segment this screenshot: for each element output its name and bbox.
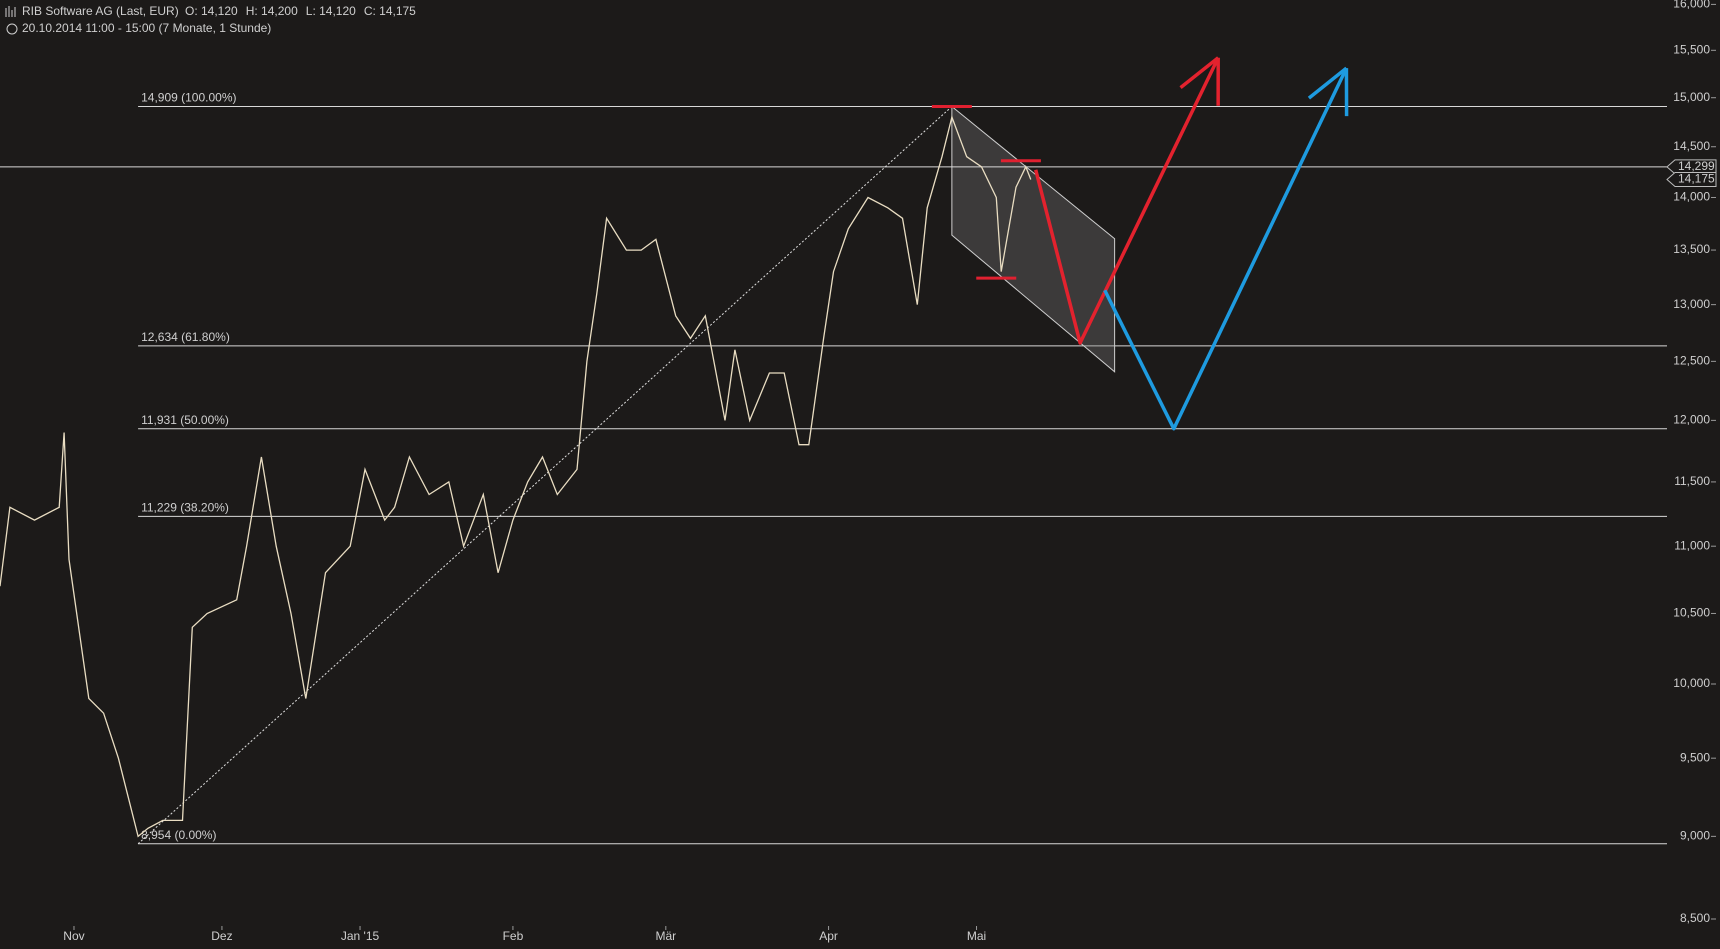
projection bbox=[1034, 57, 1220, 345]
y-tick-label: 10,000 bbox=[1673, 676, 1710, 690]
y-tick-label: 13,000 bbox=[1673, 297, 1710, 311]
y-tick-label: 12,000 bbox=[1673, 413, 1710, 427]
x-tick-label: Apr bbox=[819, 929, 838, 943]
y-tick-label: 8,500 bbox=[1680, 911, 1710, 925]
y-tick-label: 9,500 bbox=[1680, 750, 1710, 764]
fib-label: 11,931 (50.00%) bbox=[141, 413, 229, 427]
arrowhead bbox=[1179, 56, 1220, 106]
y-tick-label: 11,500 bbox=[1674, 474, 1710, 488]
x-tick-label: Nov bbox=[63, 929, 84, 943]
x-tick-label: Mai bbox=[967, 929, 986, 943]
y-tick-label: 12,500 bbox=[1673, 354, 1710, 368]
y-tick-label: 13,500 bbox=[1673, 242, 1710, 256]
price-tag bbox=[1666, 159, 1717, 175]
y-tick-label: 14,500 bbox=[1673, 139, 1710, 153]
y-tick-label: 10,500 bbox=[1673, 606, 1710, 620]
ohlc-value: C: 14,175 bbox=[364, 4, 416, 18]
fib-label: 14,909 (100.00%) bbox=[141, 91, 236, 105]
price-tag-label: 14,299 bbox=[1678, 159, 1715, 173]
trendline bbox=[137, 106, 953, 845]
y-tick-label: 16,000 bbox=[1673, 0, 1710, 11]
y-tick-label: 14,000 bbox=[1673, 190, 1710, 204]
y-tick-label: 15,000 bbox=[1673, 90, 1710, 104]
fib-label: 8,954 (0.00%) bbox=[141, 828, 216, 842]
fib-label: 11,229 (38.20%) bbox=[141, 501, 229, 515]
y-tick-label: 9,000 bbox=[1680, 829, 1710, 843]
y-tick-label: 11,000 bbox=[1674, 538, 1710, 552]
price-series bbox=[0, 114, 1032, 838]
y-tick-label: 15,500 bbox=[1673, 42, 1710, 56]
projection bbox=[1103, 67, 1348, 431]
x-tick-label: Mär bbox=[655, 929, 676, 943]
x-tick-label: Feb bbox=[503, 929, 524, 943]
ohlc-value: L: 14,120 bbox=[306, 4, 356, 18]
x-tick-label: Dez bbox=[211, 929, 232, 943]
ohlc-value: O: 14,120 bbox=[185, 4, 238, 18]
chart-subtitle: 20.10.2014 11:00 - 15:00 (7 Monate, 1 St… bbox=[22, 21, 271, 35]
chart-title: RIB Software AG (Last, EUR) bbox=[22, 4, 179, 18]
x-tick-label: Jan '15 bbox=[341, 929, 380, 943]
chart-icon bbox=[5, 6, 16, 17]
fib-label: 12,634 (61.80%) bbox=[141, 330, 230, 344]
clock-icon bbox=[6, 23, 18, 35]
arrowhead bbox=[1307, 66, 1349, 117]
channel bbox=[951, 105, 1116, 373]
price-tag-label: 14,175 bbox=[1678, 172, 1715, 186]
ohlc-value: H: 14,200 bbox=[246, 4, 298, 18]
price-tag bbox=[1666, 172, 1717, 188]
